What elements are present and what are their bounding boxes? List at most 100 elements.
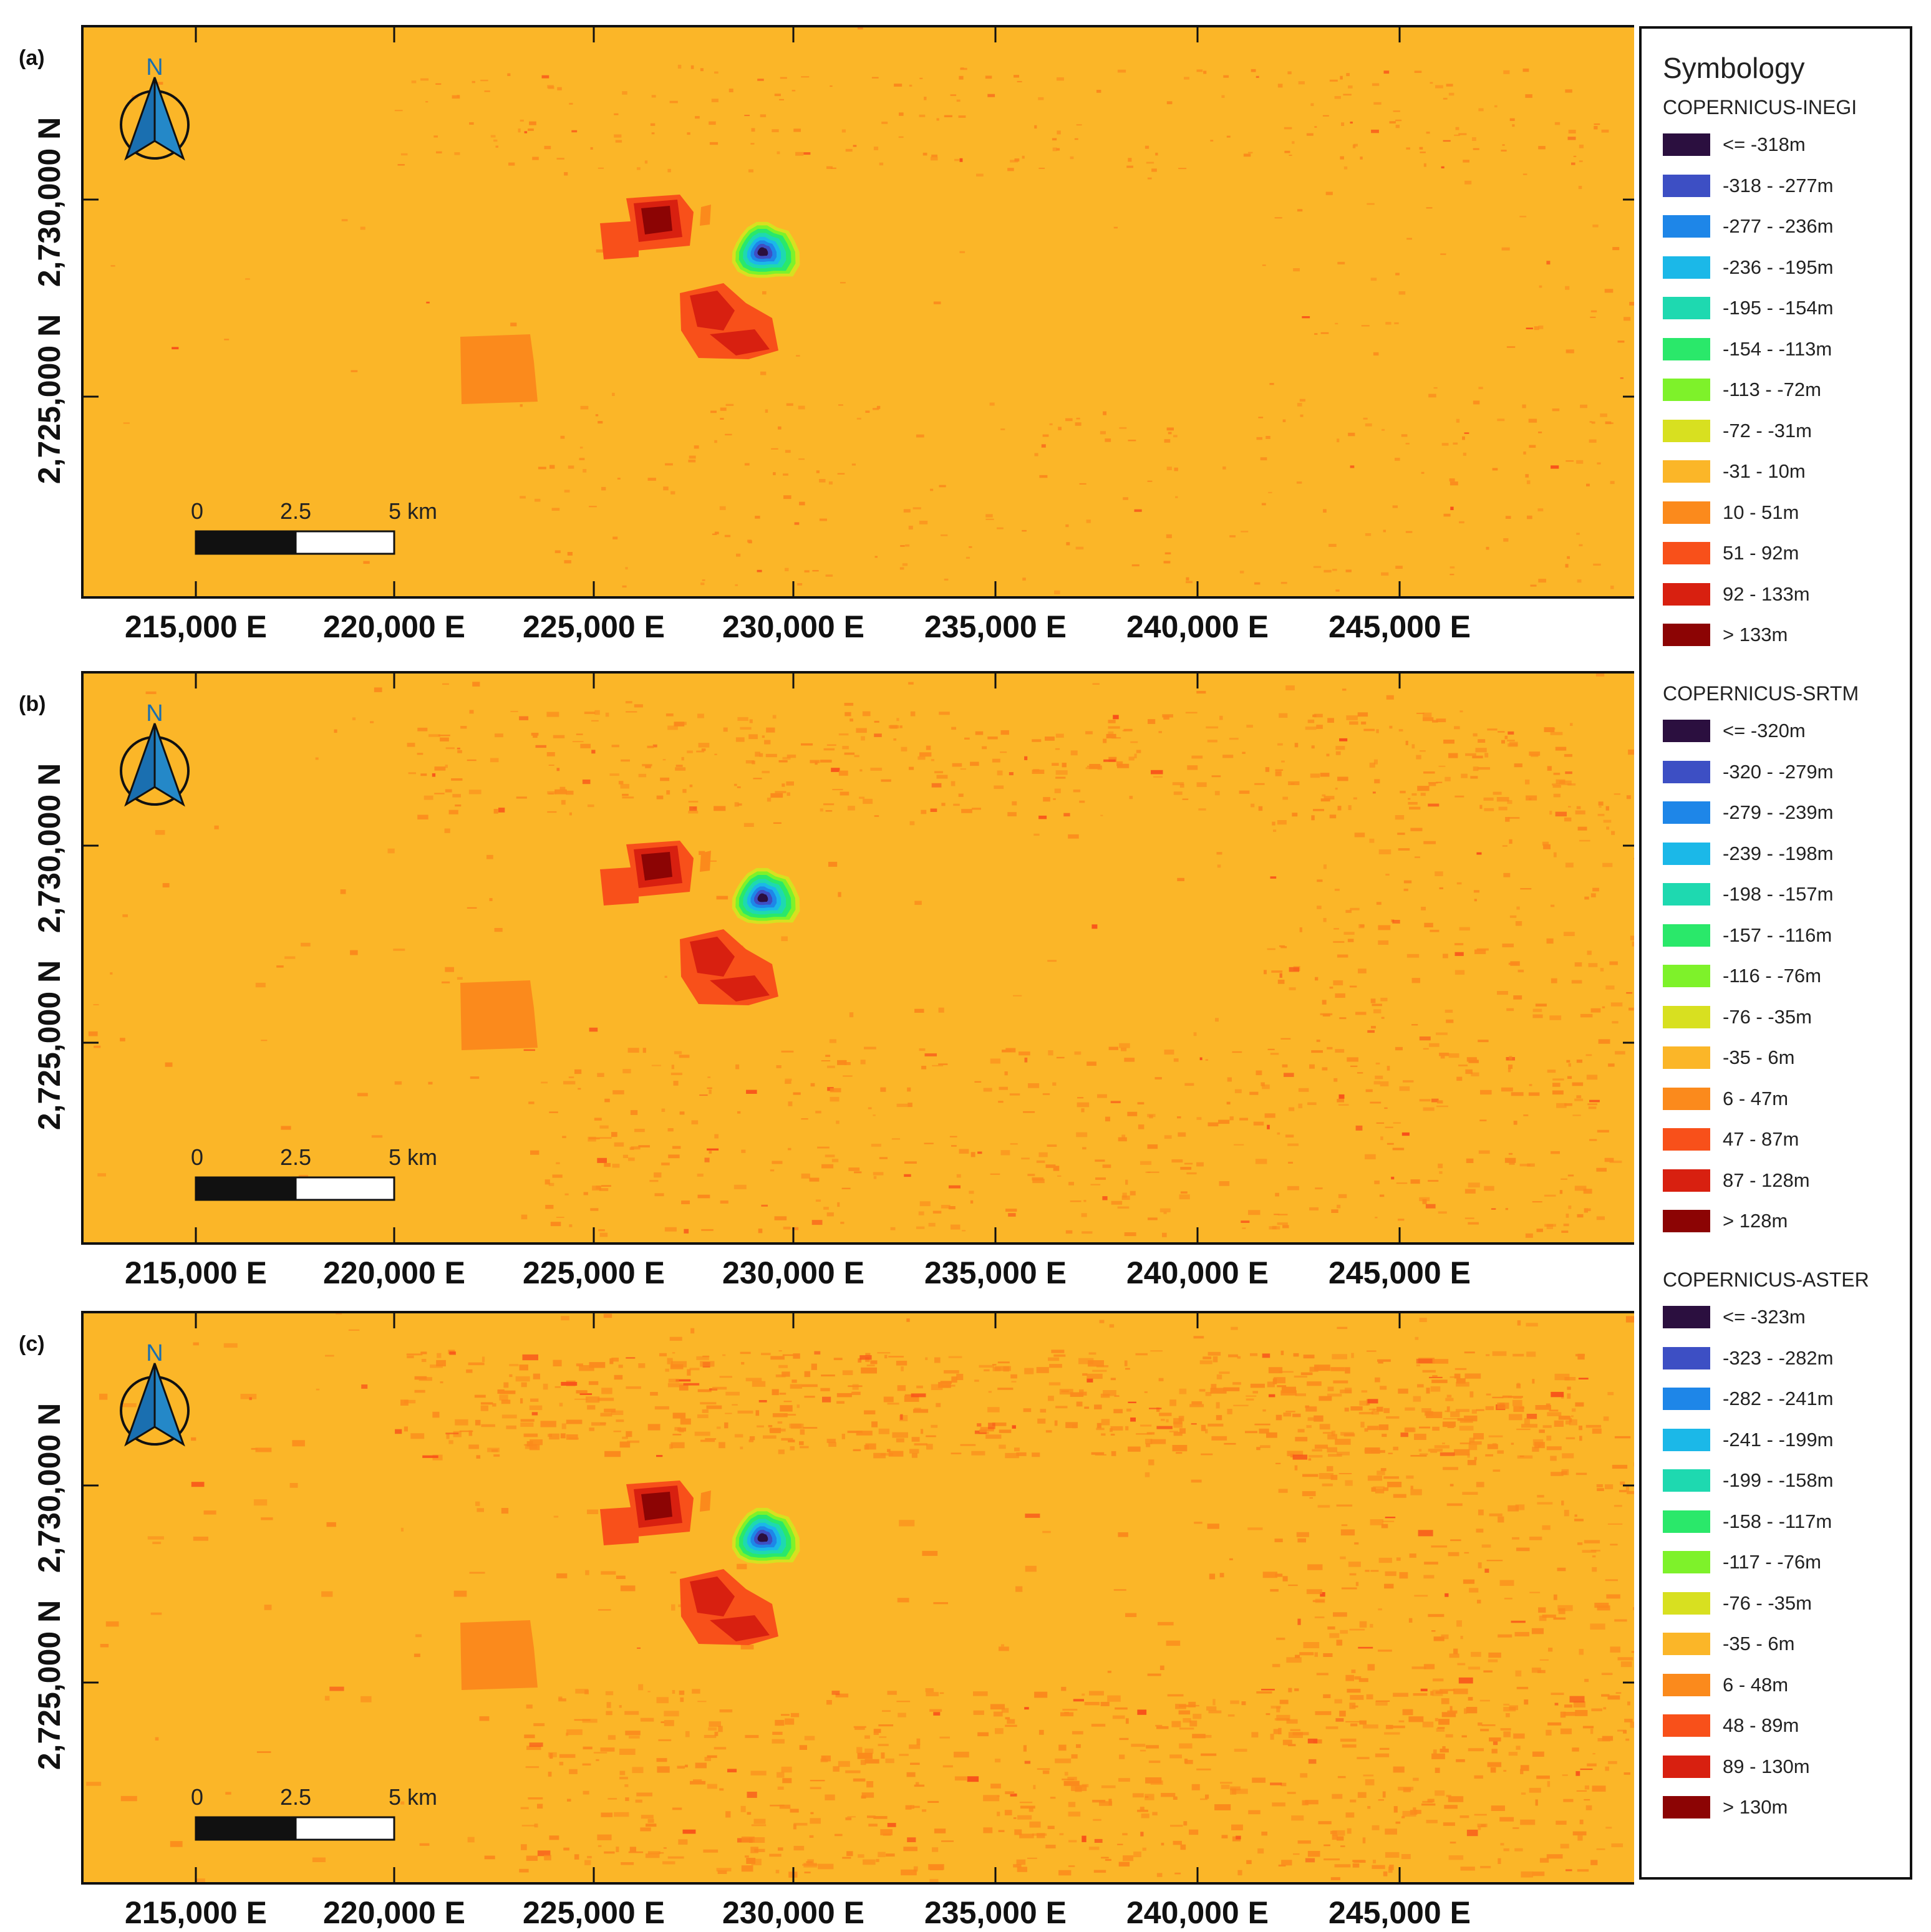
terrain-speckle — [803, 152, 811, 155]
terrain-speckle — [520, 1419, 535, 1422]
terrain-speckle — [798, 458, 805, 460]
terrain-speckle — [1191, 1784, 1200, 1790]
terrain-speckle — [445, 747, 455, 750]
x-tick-label: 235,000 E — [924, 1895, 1067, 1930]
terrain-speckle — [1601, 1694, 1610, 1697]
terrain-speckle — [1413, 1777, 1419, 1781]
terrain-speckle — [1333, 1078, 1338, 1082]
terrain-speckle — [1558, 1416, 1570, 1420]
terrain-speckle — [557, 87, 562, 90]
terrain-speckle — [604, 1408, 616, 1413]
terrain-speckle — [870, 1360, 878, 1364]
terrain-speckle — [985, 1434, 1002, 1439]
terrain-speckle — [1076, 1744, 1081, 1748]
terrain-speckle — [1532, 1446, 1539, 1452]
terrain-speckle — [1509, 915, 1517, 918]
terrain-speckle — [1323, 918, 1327, 922]
terrain-speckle — [1373, 1486, 1385, 1489]
terrain-speckle — [1565, 1420, 1571, 1425]
terrain-speckle — [849, 718, 853, 722]
terrain-speckle — [819, 518, 827, 521]
terrain-speckle — [670, 1571, 677, 1574]
terrain-speckle — [780, 1405, 793, 1412]
terrain-speckle — [452, 794, 461, 798]
terrain-speckle — [1516, 1686, 1529, 1689]
terrain-speckle — [482, 1356, 485, 1362]
legend-group-1: COPERNICUS-INEGI <= -318m -318 - -277m -277… — [1663, 95, 1912, 665]
terrain-speckle — [321, 1591, 333, 1597]
terrain-speckle — [1601, 1673, 1613, 1675]
terrain-speckle — [680, 1418, 691, 1425]
terrain-speckle — [1601, 129, 1609, 133]
terrain-speckle — [1350, 122, 1353, 124]
terrain-speckle — [1512, 1399, 1522, 1406]
terrain-speckle — [1483, 797, 1494, 801]
terrain-speckle — [1555, 811, 1567, 817]
terrain-speckle — [1534, 1442, 1545, 1449]
terrain-speckle — [777, 1421, 783, 1424]
terrain-speckle — [1314, 1364, 1330, 1371]
terrain-speckle — [1173, 1432, 1183, 1436]
terrain-speckle — [357, 1093, 368, 1096]
terrain-speckle — [1128, 756, 1135, 761]
terrain-speckle — [1567, 1386, 1571, 1390]
waste-dump-lower-core2 — [710, 329, 770, 355]
terrain-speckle — [1514, 1631, 1529, 1636]
terrain-speckle — [820, 808, 823, 812]
terrain-speckle — [656, 1455, 663, 1457]
terrain-speckle — [614, 1812, 629, 1817]
terrain-speckle — [123, 422, 130, 424]
terrain-speckle — [1320, 798, 1330, 802]
terrain-speckle — [1519, 1407, 1525, 1409]
terrain-speckle — [973, 1691, 988, 1696]
terrain-speckle — [997, 1812, 1000, 1817]
legend-swatch — [1663, 1210, 1710, 1232]
terrain-speckle — [689, 1368, 700, 1371]
terrain-speckle — [1395, 119, 1402, 122]
terrain-speckle — [916, 434, 924, 438]
terrain-speckle — [629, 1847, 636, 1852]
terrain-speckle — [1620, 1481, 1625, 1485]
terrain-speckle — [873, 1452, 886, 1459]
terrain-speckle — [1380, 1747, 1390, 1750]
terrain-speckle — [1387, 1142, 1394, 1145]
terrain-speckle — [532, 157, 539, 160]
terrain-speckle — [785, 450, 791, 453]
terrain-speckle — [1349, 1573, 1357, 1576]
terrain-speckle — [1140, 1424, 1152, 1427]
terrain-speckle — [1007, 168, 1014, 171]
terrain-speckle — [1282, 796, 1288, 800]
terrain-speckle — [1380, 997, 1388, 1002]
terrain-speckle — [755, 751, 760, 757]
terrain-speckle — [1234, 1144, 1244, 1146]
terrain-speckle — [1034, 125, 1037, 129]
terrain-speckle — [1274, 1214, 1280, 1215]
legend-swatch — [1663, 1714, 1710, 1737]
terrain-speckle — [1596, 1167, 1607, 1172]
terrain-speckle — [744, 115, 750, 117]
terrain-speckle — [1442, 1442, 1445, 1444]
terrain-speckle — [1517, 1320, 1521, 1326]
terrain-speckle — [326, 1522, 336, 1527]
terrain-speckle — [1187, 765, 1198, 770]
terrain-speckle — [620, 784, 629, 789]
terrain-speckle — [1448, 1552, 1459, 1557]
terrain-speckle — [664, 1711, 679, 1717]
terrain-speckle — [1293, 1853, 1300, 1855]
terrain-speckle — [191, 1437, 196, 1441]
terrain-speckle — [1137, 1709, 1147, 1715]
terrain-speckle — [1375, 1075, 1383, 1080]
terrain-speckle — [661, 1162, 670, 1166]
terrain-speckle — [1281, 1386, 1296, 1393]
terrain-speckle — [1337, 1326, 1348, 1330]
terrain-speckle — [1086, 1378, 1093, 1383]
terrain-speckle — [1500, 1843, 1504, 1846]
terrain-speckle — [622, 1069, 631, 1074]
terrain-speckle — [1229, 738, 1239, 740]
terrain-speckle — [1229, 1558, 1233, 1560]
terrain-speckle — [1579, 544, 1583, 546]
terrain-speckle — [767, 798, 772, 802]
terrain-speckle — [1401, 1854, 1411, 1860]
terrain-speckle — [1036, 1367, 1049, 1373]
terrain-speckle — [1285, 1134, 1294, 1137]
